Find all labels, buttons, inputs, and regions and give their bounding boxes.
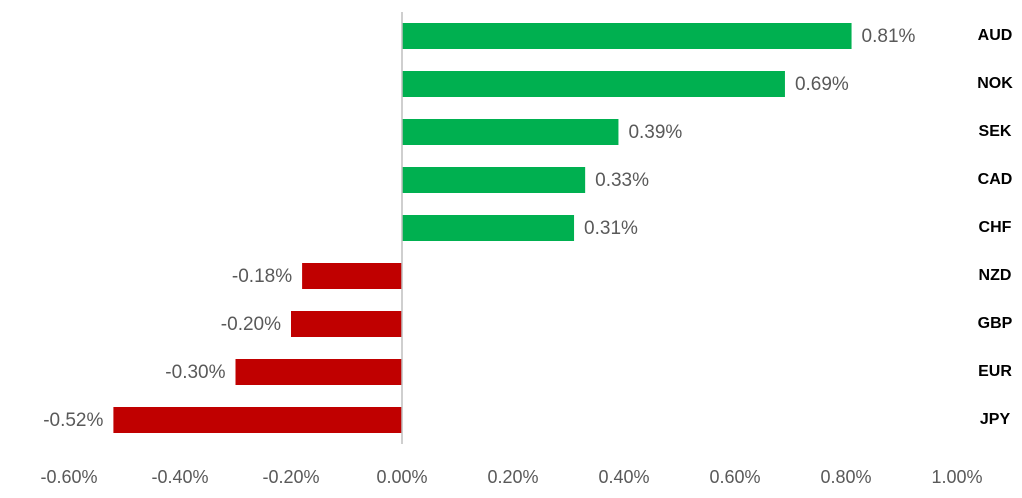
category-label: CAD (978, 171, 1013, 188)
value-label: 0.31% (584, 218, 638, 239)
x-tick-label: -0.40% (151, 467, 208, 487)
category-label: EUR (978, 363, 1012, 380)
bar (402, 71, 785, 97)
bar (235, 359, 402, 385)
category-label: NOK (977, 75, 1013, 92)
x-tick-label: 0.00% (376, 467, 427, 487)
bar (402, 215, 575, 241)
category-label: NZD (979, 267, 1012, 284)
category-label: AUD (978, 27, 1013, 44)
bar (113, 407, 403, 433)
x-tick-label: 0.60% (709, 467, 760, 487)
value-label: 0.69% (795, 74, 849, 95)
x-tick-label: 1.00% (931, 467, 982, 487)
category-label: GBP (978, 315, 1013, 332)
value-label: -0.30% (165, 362, 225, 383)
x-tick-label: 0.20% (487, 467, 538, 487)
value-label: 0.81% (862, 26, 916, 47)
value-label: 0.33% (595, 170, 649, 191)
bar (302, 263, 402, 289)
bar (402, 119, 619, 145)
bar (291, 311, 402, 337)
bar (402, 167, 586, 193)
bar (402, 23, 852, 49)
x-tick-label: 0.40% (598, 467, 649, 487)
category-label: JPY (980, 411, 1011, 428)
x-tick-label: -0.60% (40, 467, 97, 487)
x-tick-label: -0.20% (262, 467, 319, 487)
value-label: -0.52% (43, 410, 103, 431)
value-label: -0.18% (232, 266, 292, 287)
x-tick-label: 0.80% (820, 467, 871, 487)
value-label: -0.20% (221, 314, 281, 335)
value-label: 0.39% (628, 122, 682, 143)
category-label: SEK (979, 123, 1012, 140)
category-label: CHF (979, 219, 1012, 236)
